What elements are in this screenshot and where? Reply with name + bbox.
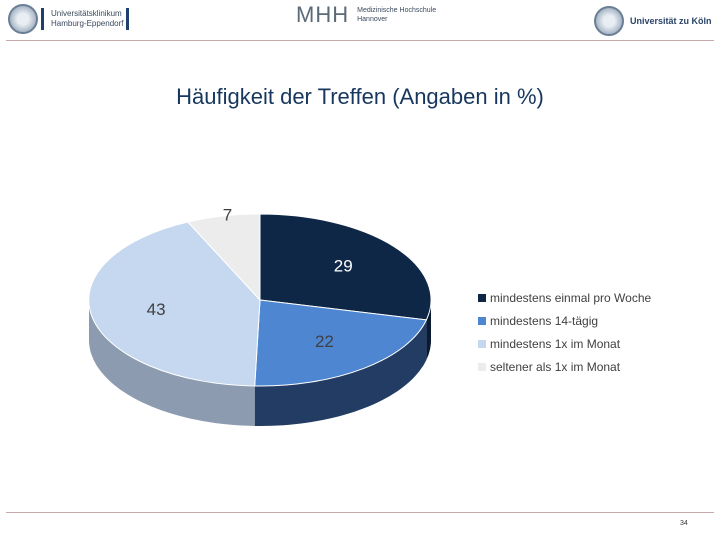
chart-legend: mindestens einmal pro Woche mindestens 14… [478,286,651,378]
legend-swatch-2 [478,339,486,348]
mhh-logo-text: Medizinische Hochschule Hannover [357,6,436,24]
data-label-3: 7 [223,206,232,225]
legend-label-2: mindestens 1x im Monat [490,336,621,351]
uke-logo-text: Universitätsklinikum Hamburg-Eppendorf [51,9,123,29]
legend-swatch-3 [478,362,486,371]
koeln-seal-icon [594,6,624,36]
pie-slice-2 [88,221,261,387]
uke-bar-icon-right [126,8,130,30]
data-label-0: 29 [334,256,353,275]
pie-side-1 [254,319,427,426]
uke-logo: Universitätsklinikum Hamburg-Eppendorf [8,4,132,34]
mhh-mark: MHH [296,2,350,27]
legend-item-1: mindestens 14-tägig [478,309,651,332]
page-number: 34 [680,520,688,527]
uke-bar-icon [41,8,44,30]
legend-item-0: mindestens einmal pro Woche [478,286,651,309]
koeln-logo: Universität zu Köln [594,6,712,36]
legend-swatch-0 [478,293,486,302]
uke-logo-line2: Hamburg-Eppendorf [51,19,124,28]
mhh-logo: MHH Medizinische Hochschule Hannover [296,4,436,26]
legend-label-1: mindestens 14-tägig [490,313,599,328]
data-label-2: 43 [147,300,166,319]
legend-swatch-1 [478,316,486,325]
data-label-1: 22 [315,332,334,351]
legend-item-3: seltener als 1x im Monat [478,355,651,378]
legend-label-3: seltener als 1x im Monat [490,359,621,374]
uke-seal-icon [8,4,38,34]
mhh-logo-line2: Hannover [357,16,388,23]
footer-divider [6,512,714,513]
slide-header: Universitätsklinikum Hamburg-Eppendorf M… [0,0,720,44]
koeln-logo-text: Universität zu Köln [630,16,712,26]
chart-title: Häufigkeit der Treffen (Angaben in %) [176,84,544,109]
legend-item-2: mindestens 1x im Monat [478,332,651,355]
pie-slice-0 [259,213,432,321]
pie-side-0 [426,300,431,360]
mhh-logo-line1: Medizinische Hochschule [357,7,437,14]
pie-side-2 [89,300,255,426]
legend-label-0: mindestens einmal pro Woche [490,290,652,305]
pie-slice-1 [254,299,428,387]
pie-slice-3 [186,213,261,302]
uke-logo-line1: Universitätsklinikum [51,9,122,18]
header-divider [6,40,714,41]
